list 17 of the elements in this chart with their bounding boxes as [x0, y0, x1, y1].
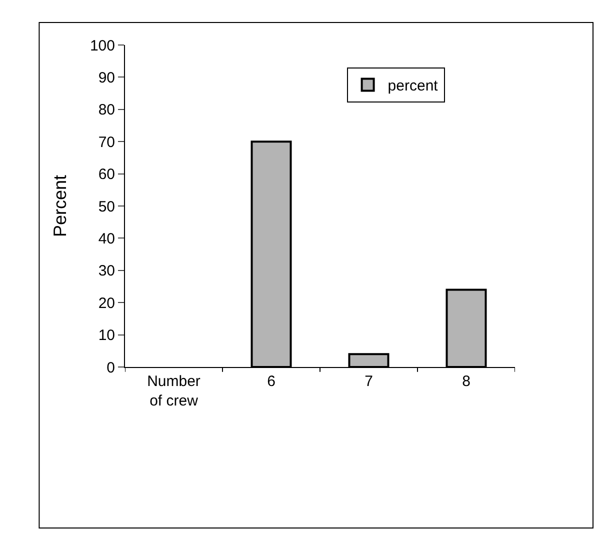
y-tick-label: 90	[98, 69, 115, 86]
y-tick-label: 70	[98, 134, 115, 151]
x-tick-label: 6	[267, 373, 276, 390]
y-tick-label: 0	[106, 359, 115, 376]
y-tick-label: 100	[90, 37, 115, 54]
x-tick-label: 8	[462, 373, 470, 390]
y-tick-label: 60	[98, 166, 115, 184]
y-tick-label: 30	[98, 262, 115, 280]
x-tick-label: Number of crew	[147, 373, 200, 410]
y-tick-label: 10	[98, 327, 115, 344]
legend-label: percent	[388, 78, 439, 95]
y-axis-title: Percent	[50, 174, 70, 238]
y-tick-label: 40	[98, 230, 115, 248]
y-tick-label: 80	[98, 102, 115, 119]
x-tick-label: 7	[364, 373, 373, 390]
y-tick-label: 20	[98, 294, 115, 312]
y-tick-label: 50	[98, 198, 115, 216]
